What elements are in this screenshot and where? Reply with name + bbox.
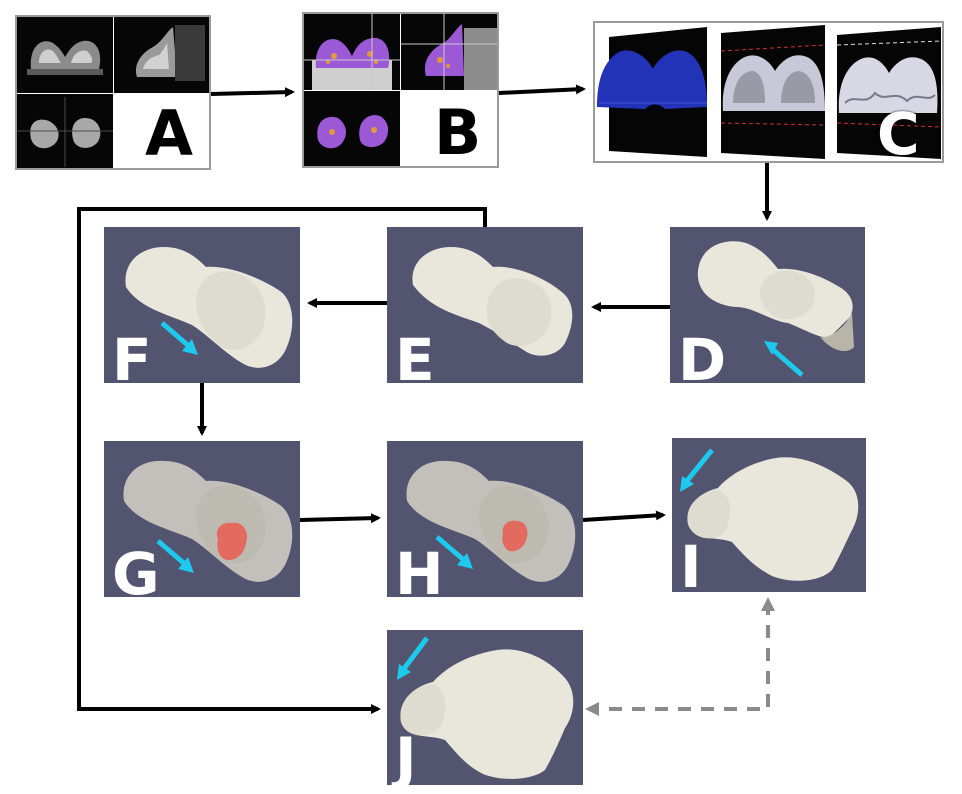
panel-c-mesh-generation: C bbox=[593, 21, 944, 163]
arrow-a-to-b bbox=[210, 87, 295, 98]
arrow-b-to-c bbox=[498, 84, 586, 95]
dashed-arrow-i-j bbox=[585, 597, 775, 716]
view-direction-arrow-icon bbox=[764, 341, 804, 377]
panel-label: G bbox=[112, 540, 160, 608]
breast-surface-render bbox=[400, 649, 574, 779]
panel-label: A bbox=[145, 97, 193, 170]
view-direction-arrow-icon bbox=[160, 321, 198, 355]
breast-surface-render bbox=[687, 457, 859, 581]
arrow-g-to-h bbox=[299, 513, 381, 524]
view-direction-arrow-icon bbox=[680, 448, 714, 492]
view-direction-arrow-icon bbox=[435, 535, 473, 569]
breast-surface-render bbox=[125, 247, 293, 368]
panel-f-surface-model: F bbox=[104, 227, 300, 389]
panel-h-tumor-placement: H bbox=[387, 441, 583, 603]
panel-label: H bbox=[395, 540, 444, 608]
panel-label: E bbox=[395, 326, 435, 394]
panel-label: F bbox=[112, 326, 152, 394]
panel-b-segmentation: B bbox=[302, 12, 499, 168]
panel-i-deformed-model: I bbox=[672, 438, 866, 596]
arrow-h-to-i bbox=[582, 510, 666, 522]
tumor-region bbox=[216, 522, 248, 561]
view-direction-arrow-icon bbox=[156, 539, 194, 573]
panel-label: I bbox=[680, 533, 702, 601]
breast-surface-render bbox=[697, 241, 854, 352]
panel-d-surface-model: D bbox=[670, 227, 865, 389]
mri-slice-grid bbox=[17, 17, 209, 168]
tumor-region bbox=[502, 520, 528, 552]
panel-j-deformed-model: J bbox=[387, 630, 583, 793]
panel-label: D bbox=[678, 326, 727, 394]
view-direction-arrow-icon bbox=[397, 636, 429, 680]
mesh-volume-views bbox=[597, 25, 942, 159]
breast-surface-render bbox=[123, 460, 293, 582]
panel-e-surface-model: E bbox=[387, 227, 583, 389]
panel-g-tumor-placement: G bbox=[104, 441, 300, 603]
arrow-e-to-j bbox=[77, 207, 487, 714]
breast-surface-render bbox=[412, 247, 573, 356]
segmentation-slice-grid bbox=[304, 14, 497, 166]
panel-label: C bbox=[877, 100, 920, 168]
breast-surface-render bbox=[406, 460, 576, 582]
panel-label: B bbox=[434, 96, 482, 169]
panel-a-mri-views: A bbox=[15, 15, 211, 170]
panel-label: J bbox=[395, 725, 417, 793]
